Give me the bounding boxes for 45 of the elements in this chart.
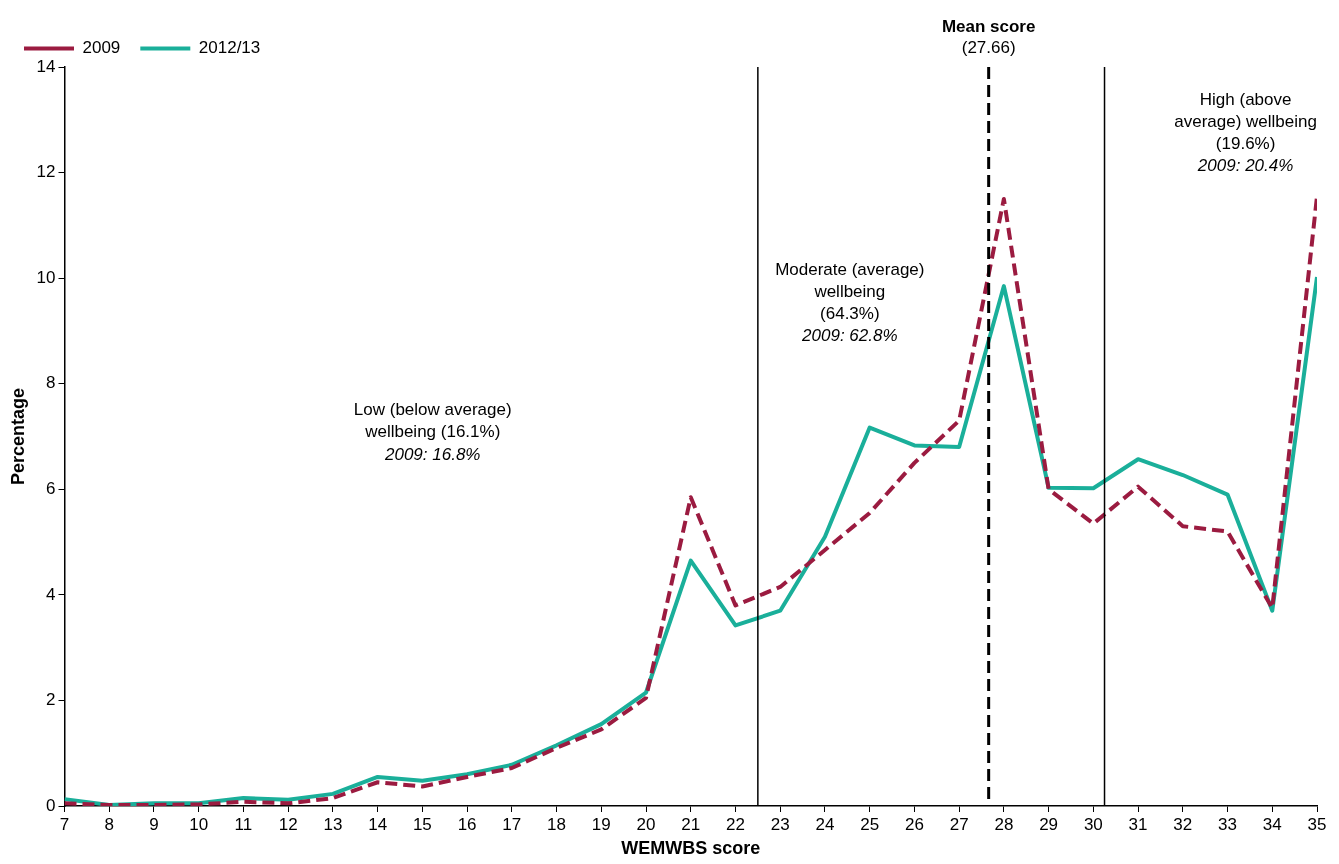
y-tick-label: 0 bbox=[46, 795, 56, 815]
y-tick-label: 10 bbox=[36, 267, 56, 287]
x-tick-label: 21 bbox=[681, 814, 701, 834]
x-tick-label: 10 bbox=[189, 814, 209, 834]
x-tick-label: 12 bbox=[278, 814, 298, 834]
x-tick-label: 11 bbox=[234, 814, 253, 834]
x-tick-label: 20 bbox=[636, 814, 656, 834]
legend-label: 2012/13 bbox=[198, 38, 261, 58]
x-tick-label: 18 bbox=[547, 814, 567, 834]
x-tick-label: 26 bbox=[904, 814, 924, 834]
y-tick-label: 12 bbox=[36, 162, 56, 182]
y-tick-label: 2 bbox=[46, 690, 56, 710]
x-tick-label: 25 bbox=[860, 814, 880, 834]
x-tick-label: 33 bbox=[1218, 814, 1237, 834]
x-tick-label: 8 bbox=[104, 814, 114, 834]
x-tick-label: 9 bbox=[149, 814, 159, 834]
x-tick-label: 27 bbox=[949, 814, 969, 834]
x-tick-label: 16 bbox=[457, 814, 477, 834]
x-tick-label: 22 bbox=[726, 814, 745, 834]
x-tick-label: 19 bbox=[591, 814, 611, 834]
x-tick-label: 32 bbox=[1173, 814, 1193, 834]
x-tick-label: 7 bbox=[59, 814, 70, 834]
legend-label: 2009 bbox=[82, 38, 121, 58]
y-axis-title: Percentage bbox=[7, 387, 28, 486]
x-tick-label: 13 bbox=[323, 814, 343, 834]
y-tick-label: 4 bbox=[46, 584, 56, 604]
x-tick-label: 29 bbox=[1039, 814, 1059, 834]
x-tick-label: 31 bbox=[1128, 814, 1148, 834]
x-tick-label: 15 bbox=[412, 814, 432, 834]
annotation: High (above average) wellbeing (19.6%) 2009: 20.4% bbox=[1174, 90, 1317, 176]
x-tick-label: 14 bbox=[368, 814, 388, 834]
x-tick-label: 23 bbox=[770, 814, 790, 834]
ref-line-label: Mean score (27.66) bbox=[941, 16, 1036, 57]
annotation: Low (below average) wellbeing (16.1%) 2009: 16.8% bbox=[353, 400, 512, 464]
x-axis-title: WEMWBS score bbox=[621, 838, 761, 859]
x-tick-label: 34 bbox=[1262, 814, 1282, 834]
x-tick-label: 35 bbox=[1307, 814, 1327, 834]
y-tick-label: 6 bbox=[46, 478, 56, 498]
y-tick-label: 8 bbox=[46, 373, 56, 393]
y-tick-label: 14 bbox=[36, 56, 56, 76]
x-tick-label: 24 bbox=[815, 814, 835, 834]
x-tick-label: 28 bbox=[994, 814, 1014, 834]
annotation: Moderate (average) wellbeing (64.3%) 2009: 62.8% bbox=[775, 260, 925, 346]
x-tick-label: 17 bbox=[502, 814, 522, 834]
x-tick-label: 30 bbox=[1083, 814, 1103, 834]
